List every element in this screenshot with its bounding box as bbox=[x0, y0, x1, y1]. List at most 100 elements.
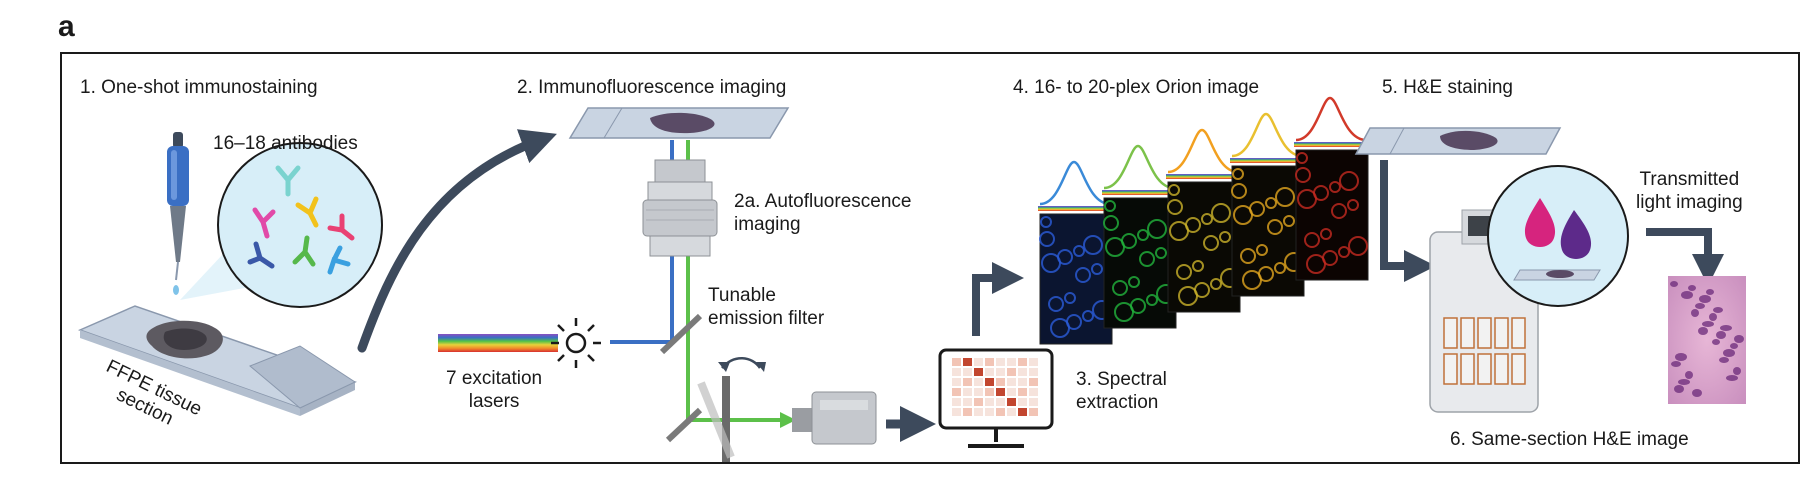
cell-signal bbox=[1137, 229, 1149, 241]
lasers-line2: lasers bbox=[468, 391, 520, 412]
nucleus bbox=[1726, 375, 1738, 381]
matrix-cell bbox=[963, 408, 972, 416]
cell-signal bbox=[1295, 167, 1311, 183]
cell-signal bbox=[1320, 228, 1332, 240]
matrix-cell bbox=[996, 378, 1005, 386]
channel-panel bbox=[1230, 112, 1305, 297]
cell-signal bbox=[1210, 278, 1222, 290]
cell-signal bbox=[1219, 231, 1231, 243]
slide-rack bbox=[1477, 353, 1492, 385]
nucleus bbox=[1681, 291, 1693, 299]
nucleus bbox=[1692, 389, 1702, 397]
cell-signal bbox=[1192, 260, 1204, 272]
cell-signal bbox=[1258, 266, 1274, 282]
he-image-icon bbox=[1668, 276, 1746, 404]
cell-signal bbox=[1139, 251, 1155, 267]
nucleus bbox=[1712, 339, 1720, 345]
matrix-cell bbox=[1007, 368, 1016, 376]
nucleus bbox=[1698, 327, 1708, 335]
cell-signal bbox=[1201, 213, 1213, 225]
laser-bundle bbox=[438, 334, 558, 352]
excitation-lasers-label: 7 excitation lasers bbox=[446, 367, 542, 413]
nucleus bbox=[1695, 303, 1705, 309]
nucleus bbox=[1674, 385, 1684, 393]
cell-signal bbox=[1082, 310, 1094, 322]
matrix-cell bbox=[996, 408, 1005, 416]
nucleus bbox=[1730, 343, 1738, 349]
emission-spectrum bbox=[1295, 96, 1367, 142]
nucleus bbox=[1720, 325, 1732, 331]
imaging-slide-icon bbox=[568, 107, 790, 139]
cell-signal bbox=[1121, 233, 1137, 249]
slide-rack bbox=[1511, 317, 1526, 349]
cell-signal bbox=[1338, 246, 1350, 258]
spectrum-bar bbox=[1294, 142, 1366, 147]
matrix-cell bbox=[974, 398, 983, 406]
matrix-cell bbox=[963, 388, 972, 396]
nucleus bbox=[1678, 379, 1690, 385]
matrix-cell bbox=[974, 378, 983, 386]
emission-filter-line2: emission filter bbox=[708, 308, 825, 329]
matrix-cell bbox=[1029, 378, 1038, 386]
microscope-objective-icon bbox=[642, 159, 718, 257]
nucleus bbox=[1716, 331, 1726, 339]
matrix-cell bbox=[952, 358, 961, 366]
pipette-icon bbox=[167, 132, 189, 295]
matrix-cell bbox=[1018, 358, 1027, 366]
emission-filter-label: Tunable emission filter bbox=[708, 284, 824, 330]
slide-rack bbox=[1477, 317, 1492, 349]
emission-spectrum bbox=[1039, 160, 1111, 206]
cell-signal bbox=[1167, 199, 1183, 215]
transmitted-line1: Transmitted bbox=[1639, 169, 1740, 190]
matrix-cell bbox=[963, 358, 972, 366]
matrix-cell bbox=[985, 388, 994, 396]
matrix-cell bbox=[996, 398, 1005, 406]
slide-rack bbox=[1460, 317, 1475, 349]
cell-signal bbox=[1112, 280, 1128, 296]
cell-signal bbox=[1040, 216, 1052, 228]
cell-signal bbox=[1339, 171, 1359, 191]
matrix-cell bbox=[1029, 388, 1038, 396]
panel-letter: a bbox=[58, 10, 75, 43]
cell-signal bbox=[1304, 232, 1320, 248]
step1-title: 1. One-shot immunostaining bbox=[80, 77, 318, 98]
nucleus bbox=[1675, 353, 1687, 361]
cell-signal bbox=[1232, 168, 1244, 180]
emission-spectrum bbox=[1167, 128, 1239, 174]
slide-rack bbox=[1460, 353, 1475, 385]
matrix-cell bbox=[963, 398, 972, 406]
matrix-cell bbox=[1007, 408, 1016, 416]
nucleus bbox=[1671, 361, 1681, 367]
matrix-cell bbox=[1018, 388, 1027, 396]
cell-signal bbox=[1066, 314, 1082, 330]
matrix-cell bbox=[985, 378, 994, 386]
cell-signal bbox=[1103, 215, 1119, 231]
matrix-cell bbox=[952, 398, 961, 406]
cell-signal bbox=[1185, 217, 1201, 233]
matrix-cell bbox=[974, 408, 983, 416]
slide-rack bbox=[1511, 353, 1526, 385]
nucleus bbox=[1734, 335, 1744, 343]
cell-signal bbox=[1147, 219, 1167, 239]
fold-mirror-icon bbox=[665, 407, 703, 443]
transmitted-line2: light imaging bbox=[1636, 192, 1743, 213]
nucleus bbox=[1719, 357, 1729, 363]
dichroic-mirror-icon bbox=[659, 313, 703, 355]
cell-signal bbox=[1128, 276, 1140, 288]
cell-signal bbox=[1155, 247, 1167, 259]
antibodies-label: 16–18 antibodies bbox=[213, 133, 358, 154]
matrix-cell bbox=[1029, 358, 1038, 366]
cell-signal bbox=[1083, 235, 1103, 255]
cell-signal bbox=[1057, 249, 1073, 265]
slide-rack bbox=[1494, 353, 1509, 385]
transmitted-light-label: Transmitted light imaging bbox=[1636, 168, 1743, 214]
cell-signal bbox=[1329, 181, 1341, 193]
step2-title: 2. Immunofluorescence imaging bbox=[517, 77, 787, 98]
computer-monitor-icon bbox=[938, 348, 1054, 448]
cell-signal bbox=[1322, 250, 1338, 266]
flow-arrow-to-he-image bbox=[1646, 228, 1724, 286]
cell-signal bbox=[1211, 203, 1231, 223]
matrix-cell bbox=[1018, 368, 1027, 376]
channel-panel bbox=[1102, 144, 1177, 329]
